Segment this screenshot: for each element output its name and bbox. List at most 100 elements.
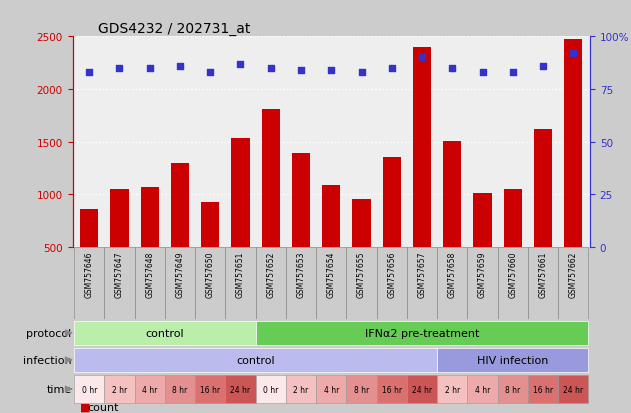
Bar: [558, 247, 589, 319]
Bar: [504, 190, 522, 247]
Point: [417, 55, 427, 62]
Bar: [286, 375, 316, 403]
Text: count: count: [87, 402, 119, 412]
Bar: [195, 247, 225, 319]
Point: [357, 70, 367, 76]
Text: GSM757647: GSM757647: [115, 251, 124, 297]
Bar: [256, 375, 286, 403]
Text: 0 hr: 0 hr: [263, 385, 278, 394]
Point: [266, 65, 276, 72]
Text: 2 hr: 2 hr: [112, 385, 127, 394]
Point: [538, 63, 548, 70]
Text: 2 hr: 2 hr: [293, 385, 309, 394]
Bar: [232, 139, 250, 247]
Bar: [534, 130, 552, 247]
Bar: [74, 247, 104, 319]
Text: control: control: [237, 355, 275, 365]
Bar: [564, 40, 582, 247]
Point: [84, 70, 94, 76]
Bar: [443, 141, 461, 247]
Text: 16 hr: 16 hr: [533, 385, 553, 394]
Text: GSM757656: GSM757656: [387, 251, 396, 297]
Text: 4 hr: 4 hr: [324, 385, 339, 394]
Bar: [383, 158, 401, 247]
Bar: [377, 375, 407, 403]
Text: 24 hr: 24 hr: [230, 385, 251, 394]
Bar: [225, 375, 256, 403]
Point: [447, 65, 457, 72]
Text: HIV infection: HIV infection: [477, 355, 548, 365]
Bar: [407, 247, 437, 319]
Bar: [528, 247, 558, 319]
Bar: [141, 188, 159, 247]
Bar: [498, 375, 528, 403]
Text: 16 hr: 16 hr: [200, 385, 220, 394]
Text: GSM757654: GSM757654: [327, 251, 336, 297]
Text: GSM757646: GSM757646: [85, 251, 94, 297]
Bar: [104, 247, 134, 319]
Bar: [377, 247, 407, 319]
Text: 4 hr: 4 hr: [475, 385, 490, 394]
Text: 24 hr: 24 hr: [563, 385, 584, 394]
Text: 0 hr: 0 hr: [81, 385, 97, 394]
Bar: [437, 348, 589, 372]
Point: [478, 70, 488, 76]
Bar: [316, 375, 346, 403]
Text: percentile rank within the sample: percentile rank within the sample: [87, 412, 275, 413]
Bar: [104, 375, 134, 403]
Text: GSM757662: GSM757662: [569, 251, 578, 297]
Bar: [165, 375, 195, 403]
Text: 16 hr: 16 hr: [382, 385, 402, 394]
Bar: [346, 375, 377, 403]
Point: [114, 65, 124, 72]
Bar: [346, 247, 377, 319]
Text: GSM757650: GSM757650: [206, 251, 215, 297]
Point: [569, 51, 579, 57]
Point: [205, 70, 215, 76]
Bar: [437, 247, 468, 319]
Bar: [353, 199, 370, 247]
Text: GDS4232 / 202731_at: GDS4232 / 202731_at: [98, 22, 251, 36]
Text: 8 hr: 8 hr: [354, 385, 369, 394]
Bar: [74, 375, 104, 403]
Text: GSM757659: GSM757659: [478, 251, 487, 297]
Bar: [195, 375, 225, 403]
Point: [235, 61, 245, 68]
Bar: [558, 375, 589, 403]
Text: time: time: [47, 384, 72, 394]
Bar: [80, 209, 98, 247]
Text: GSM757658: GSM757658: [448, 251, 457, 297]
Bar: [407, 375, 437, 403]
Point: [144, 65, 155, 72]
Text: GSM757649: GSM757649: [175, 251, 184, 297]
Bar: [322, 185, 340, 247]
Bar: [316, 247, 346, 319]
Bar: [171, 163, 189, 247]
Bar: [528, 375, 558, 403]
Bar: [74, 348, 437, 372]
Text: IFNα2 pre-treatment: IFNα2 pre-treatment: [365, 328, 479, 338]
Bar: [292, 154, 310, 247]
Text: ■: ■: [73, 412, 90, 413]
Text: ■: ■: [73, 402, 90, 412]
Bar: [498, 247, 528, 319]
Text: GSM757657: GSM757657: [418, 251, 427, 297]
Bar: [165, 247, 195, 319]
Text: GSM757651: GSM757651: [236, 251, 245, 297]
Text: 24 hr: 24 hr: [412, 385, 432, 394]
Bar: [134, 375, 165, 403]
Text: protocol: protocol: [27, 328, 72, 338]
Bar: [225, 247, 256, 319]
Bar: [110, 190, 129, 247]
Text: GSM757653: GSM757653: [297, 251, 305, 297]
Text: GSM757648: GSM757648: [145, 251, 154, 297]
Bar: [262, 110, 280, 247]
Text: GSM757660: GSM757660: [509, 251, 517, 297]
Bar: [256, 247, 286, 319]
Text: 4 hr: 4 hr: [142, 385, 157, 394]
Bar: [74, 321, 256, 345]
Bar: [468, 247, 498, 319]
Text: GSM757652: GSM757652: [266, 251, 275, 297]
Point: [296, 67, 306, 74]
Point: [508, 70, 518, 76]
